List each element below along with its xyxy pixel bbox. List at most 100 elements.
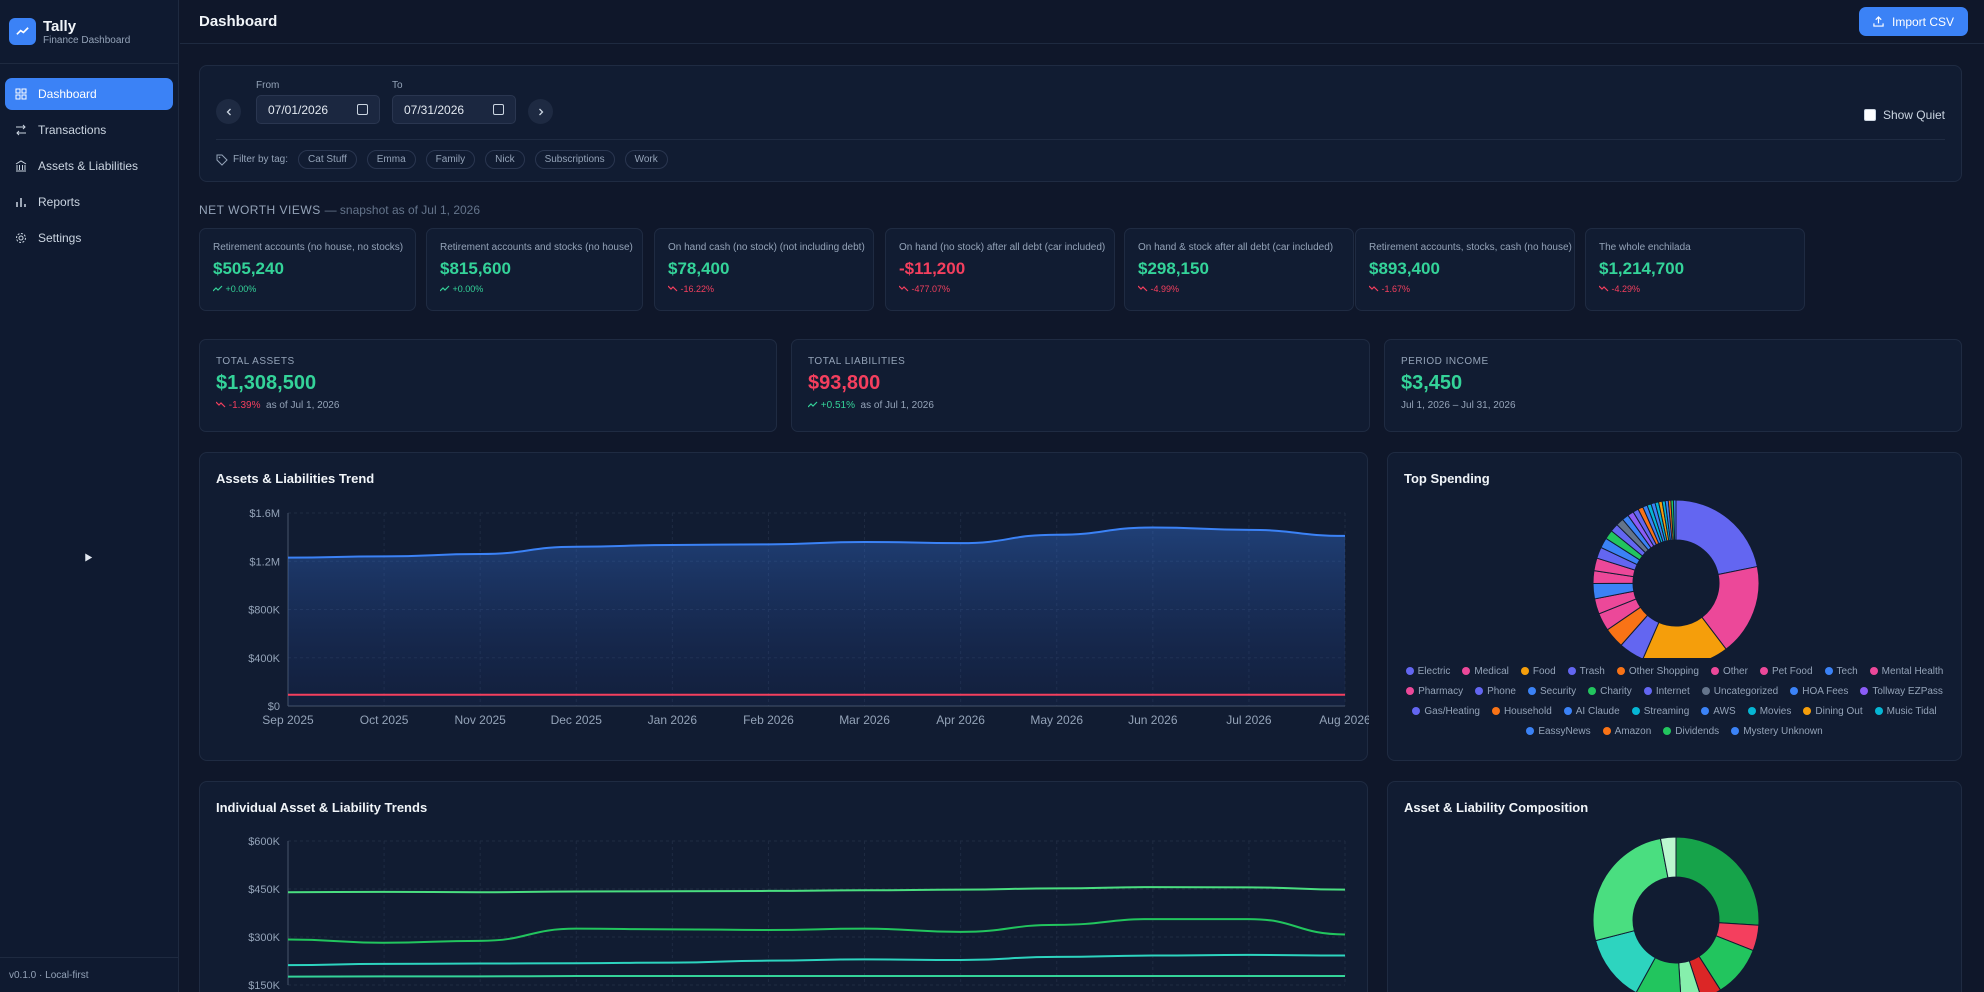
prev-period-button[interactable] [216,99,241,124]
donut-slice[interactable] [1642,616,1727,658]
series-line [287,526,1346,559]
tag-chip-family[interactable]: Family [425,150,476,169]
date-filter-panel: From 07/01/2026 To 07/31/2026 Show Quiet… [199,65,1962,182]
trend-down-icon [1598,285,1609,292]
legend-dot [1701,687,1710,695]
trend-down-icon [215,401,226,408]
legend-item[interactable]: Mental Health [1869,665,1944,677]
series-line [287,886,1346,894]
total-liabilities-label: TOTAL LIABILITIES [808,356,906,367]
donut-slice[interactable] [1675,836,1760,926]
legend-item[interactable]: EassyNews [1526,725,1591,737]
series-line [287,975,1345,978]
brand: Tally Finance Dashboard [0,0,178,64]
sidebar-item-reports[interactable]: Reports [5,186,173,218]
sidebar-item-assets-liabilities[interactable]: Assets & Liabilities [5,150,173,182]
legend-item[interactable]: Security [1528,685,1576,697]
legend-item[interactable]: Internet [1643,685,1690,697]
trend-up-icon [212,285,223,292]
filter-divider [216,139,1945,140]
donut-slice[interactable] [1672,499,1677,541]
individual-trends-panel: Individual Asset & Liability Trends $150… [199,781,1368,992]
legend-item[interactable]: AWS [1701,705,1736,717]
x-tick-label: Jul 2026 [1226,713,1272,727]
legend-dot [1874,707,1883,715]
net-worth-label: On hand (no stock) after all debt (car i… [899,242,1106,253]
legend-item[interactable]: Pet Food [1759,665,1813,677]
next-period-button[interactable] [528,99,553,124]
legend-item[interactable]: Mystery Unknown [1731,725,1823,737]
legend-item[interactable]: Dining Out [1803,705,1863,717]
tag-chip-cat-stuff[interactable]: Cat Stuff [298,150,357,169]
legend-label: Mental Health [1881,665,1944,677]
legend-item[interactable]: Amazon [1602,725,1651,737]
tag-chip-emma[interactable]: Emma [366,150,416,169]
x-tick-label: Apr 2026 [936,713,985,727]
tag-chip-work[interactable]: Work [624,150,668,169]
net-worth-change: -4.99% [1137,284,1340,294]
legend-label: Dividends [1675,725,1720,737]
legend-item[interactable]: Other Shopping [1616,665,1699,677]
legend-item[interactable]: Charity [1588,685,1632,697]
total-assets-card: TOTAL ASSETS $1,308,500 -1.39% as of Jul… [199,339,777,432]
tag-filter-label: Filter by tag: [233,154,289,165]
donut-slice[interactable] [1635,957,1682,992]
legend-item[interactable]: Tollway EZPass [1860,685,1943,697]
legend-item[interactable]: Movies [1747,705,1791,717]
legend-item[interactable]: Streaming [1631,705,1689,717]
assets-liabilities-trend-chart: $0 $400K $800K $1.2M $1.6M Sep 2025 Oct 2025 No… [248,508,1369,727]
tag-chip-nick[interactable]: Nick [485,150,525,169]
donut-slice[interactable] [1592,837,1669,942]
trend-down-icon [667,285,678,292]
legend-item[interactable]: HOA Fees [1790,685,1848,697]
net-worth-change-value: -16.22% [680,284,715,294]
legend-label: Tollway EZPass [1872,685,1943,697]
from-date-value: 07/01/2026 [268,102,329,117]
legend-label: Pharmacy [1418,685,1464,697]
y-tick-label: $300K [248,932,280,944]
legend-item[interactable]: Phone [1475,685,1516,697]
legend-item[interactable]: Dividends [1663,725,1719,737]
net-worth-change-value: +0.00% [225,284,257,294]
legend-item[interactable]: Uncategorized [1701,685,1779,697]
net-worth-value: $815,600 [440,259,511,278]
from-date-input[interactable]: 07/01/2026 [256,95,380,124]
show-quiet-toggle[interactable]: Show Quiet [1863,108,1945,122]
legend-label: Mystery Unknown [1743,725,1823,737]
sidebar: Tally Finance Dashboard Dashboard Transa… [0,0,179,992]
legend-item[interactable]: Pharmacy [1406,685,1463,697]
area-fill [288,527,1345,706]
legend-item[interactable]: Medical [1462,665,1509,677]
net-worth-value: $298,150 [1138,259,1209,278]
net-worth-card: On hand cash (no stock) (not including d… [654,228,874,311]
sidebar-item-transactions[interactable]: Transactions [5,114,173,146]
legend-item[interactable]: Music Tidal [1874,705,1937,717]
total-assets-asof: as of Jul 1, 2026 [266,400,340,411]
top-spending-legend: Electric Medical Food Trash Other Shopping Ot… [1388,665,1961,745]
show-quiet-checkbox[interactable] [1863,109,1876,121]
net-worth-label: On hand cash (no stock) (not including d… [668,242,865,253]
import-csv-button[interactable]: Import CSV [1858,7,1968,36]
sidebar-item-dashboard[interactable]: Dashboard [5,78,173,110]
donut-slice[interactable] [1675,499,1758,576]
legend-dot [1643,687,1652,695]
legend-item[interactable]: Gas/Heating [1412,705,1480,717]
legend-item[interactable]: Electric [1405,665,1450,677]
legend-item[interactable]: Trash [1567,665,1605,677]
legend-label: EassyNews [1538,725,1591,737]
donut-slice[interactable] [1659,836,1677,879]
legend-item[interactable]: AI Claude [1563,705,1620,717]
net-worth-card: The whole enchilada $1,214,700 -4.29% [1585,228,1805,311]
legend-item[interactable]: Tech [1824,665,1858,677]
bank-icon [15,160,27,172]
tag-chip-subscriptions[interactable]: Subscriptions [534,150,615,169]
total-assets-change: -1.39% [228,400,261,411]
legend-item[interactable]: Food [1520,665,1556,677]
sidebar-item-settings[interactable]: Settings [5,222,173,254]
legend-dot [1567,667,1576,675]
legend-label: Uncategorized [1713,685,1779,697]
legend-item[interactable]: Other [1710,665,1748,677]
to-label: To [392,80,403,91]
to-date-input[interactable]: 07/31/2026 [392,95,516,124]
legend-item[interactable]: Household [1491,705,1552,717]
